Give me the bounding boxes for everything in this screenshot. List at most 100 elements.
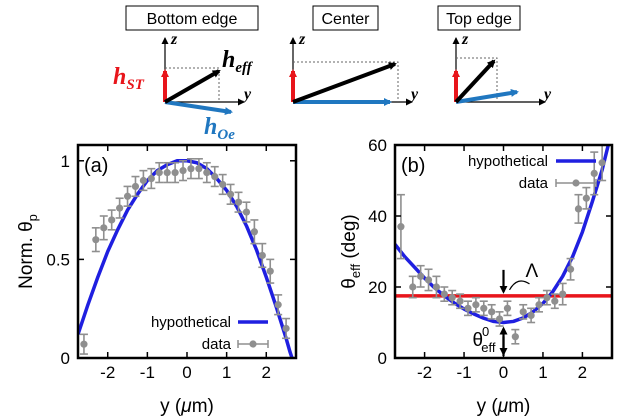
data-point [123, 192, 132, 200]
data-point [590, 169, 598, 177]
data-point [139, 176, 147, 185]
y-axis-label: y [409, 86, 419, 103]
data-point [227, 190, 235, 198]
top-edge-box [437, 5, 521, 31]
y-tick-label: 20 [368, 278, 387, 297]
legend-label-hypothetical: hypothetical [151, 314, 231, 331]
data-point [511, 333, 519, 341]
x-tick-label: -1 [140, 363, 155, 382]
x-tick-label: 0 [182, 363, 191, 382]
x-tick-label: 0 [499, 363, 508, 382]
data-point [171, 169, 179, 177]
bottom-edge-box [125, 5, 259, 31]
data-point [424, 276, 433, 284]
top-edge-label: Top edge [446, 11, 512, 28]
data-point [535, 301, 543, 309]
series-line-hypothetical [78, 159, 294, 358]
x-axis-label: y (μm) [477, 396, 531, 417]
data-point [397, 223, 405, 231]
legend-label-hypothetical: hypothetical [468, 153, 548, 170]
data-point [116, 204, 124, 212]
plot-area [78, 158, 294, 358]
data-point [211, 172, 219, 181]
center-label: Center [321, 11, 370, 28]
x-tick-label: -2 [100, 363, 115, 382]
data-point [131, 182, 140, 191]
theta-eff-min-label: θ0 eff [472, 324, 495, 355]
h-oe-arrow [455, 89, 519, 104]
data-point [598, 159, 606, 167]
data-point [258, 251, 266, 260]
center-box [312, 5, 379, 31]
h-oe-label: hOe [204, 114, 235, 143]
data-point [582, 194, 590, 202]
chart-panel-a: -2 -1 0 1 2 0 0.5 1 (a) y (μm) Norm. θp hypothetica… [16, 143, 298, 417]
data-point [147, 174, 155, 183]
y-tick-label: 0.5 [46, 250, 70, 269]
h-eff-arrow [292, 62, 397, 104]
x-tick-label: 2 [262, 363, 271, 382]
data-point [495, 315, 504, 323]
h-eff-arrow [164, 69, 221, 104]
y-tick-label: 1 [61, 152, 70, 171]
z-axis-label: z [461, 31, 469, 48]
legend: hypothetical data [151, 314, 269, 353]
data-point [195, 165, 203, 173]
diagram-top-edge: z y [452, 31, 552, 106]
diagram-center: z y [289, 31, 419, 106]
data-point [250, 228, 258, 236]
x-tick-label: 1 [538, 363, 547, 382]
projection-lines [165, 67, 220, 102]
data-point [108, 216, 116, 224]
x-tick-label: 2 [578, 363, 587, 382]
legend-label-data: data [202, 336, 232, 353]
data-point [203, 169, 211, 177]
panel-label: (a) [84, 155, 108, 177]
projection-lines [293, 61, 399, 102]
z-axis-label: z [298, 31, 306, 48]
data-point [417, 272, 425, 280]
data-point [409, 283, 417, 291]
data-point [92, 236, 100, 244]
y-tick-label: 40 [368, 207, 387, 226]
y-axis-label: y [542, 86, 552, 103]
data-point [480, 304, 488, 312]
data-point [488, 308, 496, 316]
diagram-bottom-edge: z y hST heff hOe [113, 31, 254, 143]
data-point [543, 294, 551, 302]
legend-swatch-data-point [572, 179, 580, 187]
x-tick-label: -1 [456, 363, 471, 382]
data-point [163, 169, 171, 177]
data-point [559, 290, 567, 298]
x-tick-label: 1 [222, 363, 231, 382]
lambda-pointer [508, 280, 530, 291]
data-point [242, 208, 251, 216]
data-point [274, 301, 282, 309]
projection-lines [456, 57, 498, 102]
h-oe-arrow [164, 100, 233, 116]
y-axis-label: θeff (deg) [339, 214, 363, 288]
data-point [179, 167, 187, 175]
y-axis-label: y [242, 86, 252, 103]
data-point [219, 180, 227, 189]
legend-swatch-data-point [249, 340, 257, 348]
data-point [503, 304, 512, 312]
data-point [234, 198, 243, 206]
y-tick-label: 0 [378, 349, 387, 368]
data-point [527, 311, 535, 319]
legend-label-data: data [519, 175, 549, 192]
h-st-label: hST [113, 64, 145, 93]
data-point [440, 290, 448, 298]
data-point [282, 324, 290, 333]
data-point [448, 294, 456, 302]
data-point [519, 308, 527, 316]
h-eff-arrow [454, 59, 496, 104]
data-point [155, 169, 163, 177]
data-point [574, 205, 583, 213]
y-tick-label: 0 [61, 349, 70, 368]
x-tick-label: -2 [417, 363, 432, 382]
data-point [566, 265, 575, 273]
series-line-hypothetical [395, 145, 611, 325]
